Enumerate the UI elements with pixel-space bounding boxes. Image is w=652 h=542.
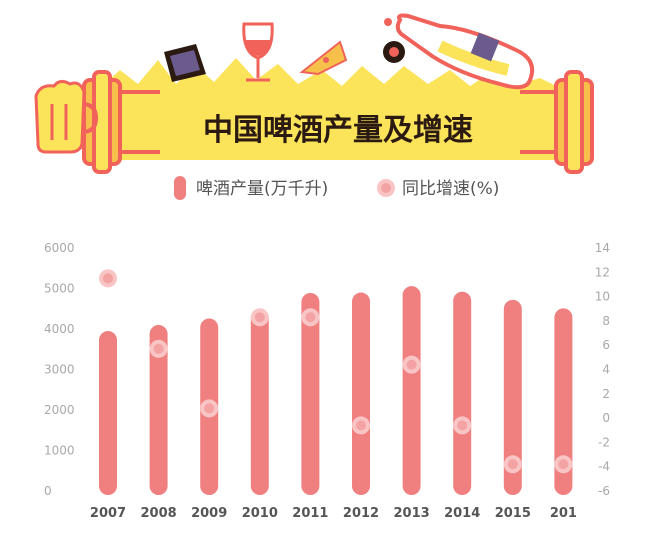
growth-point-core bbox=[356, 420, 366, 431]
bar-2014 bbox=[453, 291, 472, 495]
x-axis-tick: 2010 bbox=[242, 506, 278, 521]
left-axis-tick: 3000 bbox=[44, 363, 75, 377]
right-axis-tick: 6 bbox=[602, 338, 610, 352]
growth-point-2008 bbox=[149, 339, 168, 358]
banner-title: 中国啤酒产量及增速 bbox=[203, 113, 473, 148]
right-axis-tick: 2 bbox=[602, 387, 610, 401]
growth-point-2015 bbox=[503, 455, 522, 474]
right-axis-tick: -6 bbox=[598, 484, 610, 498]
left-axis-tick: 5000 bbox=[44, 282, 75, 296]
x-axis-tick: 2013 bbox=[394, 506, 430, 521]
x-axis-tick: 201 bbox=[550, 506, 577, 521]
growth-series bbox=[99, 269, 573, 474]
bottle-cap-icon bbox=[383, 41, 405, 63]
right-axis-tick: -4 bbox=[598, 460, 610, 474]
growth-point-2012 bbox=[352, 416, 370, 435]
legend-point-label: 同比增速(%) bbox=[402, 179, 499, 199]
bar-2011 bbox=[301, 292, 320, 495]
growth-point-core bbox=[103, 273, 113, 284]
left-axis: 0 1000 2000 3000 4000 5000 6000 bbox=[44, 241, 75, 498]
bar-series bbox=[99, 286, 573, 495]
right-axis: -6 -4 -2 0 2 4 6 8 10 12 14 bbox=[595, 241, 610, 498]
banner-left-scroll bbox=[82, 70, 160, 174]
bar-2012 bbox=[352, 292, 370, 495]
right-axis-tick: 12 bbox=[595, 265, 610, 279]
growth-point-2007 bbox=[99, 269, 117, 288]
growth-point-core bbox=[204, 403, 215, 414]
x-axis-tick: 2007 bbox=[90, 506, 126, 521]
right-axis-tick: 10 bbox=[595, 290, 610, 304]
growth-point-core bbox=[153, 343, 164, 354]
left-axis-tick: 4000 bbox=[44, 322, 75, 336]
right-axis-tick: 4 bbox=[602, 363, 610, 377]
growth-point-core bbox=[406, 359, 417, 370]
growth-point-2009 bbox=[200, 399, 219, 418]
bar-2007 bbox=[99, 331, 117, 495]
x-axis-tick: 2008 bbox=[141, 506, 177, 521]
legend-bar-label: 啤酒产量(万千升) bbox=[196, 179, 328, 199]
legend-bar-swatch bbox=[174, 176, 186, 200]
right-axis-tick: -2 bbox=[598, 435, 610, 449]
bar-2016 bbox=[554, 308, 573, 495]
growth-point-2014 bbox=[453, 416, 472, 435]
left-axis-tick: 0 bbox=[44, 484, 52, 498]
left-axis-tick: 6000 bbox=[44, 241, 75, 255]
banner: 中国啤酒产量及增速 bbox=[34, 13, 594, 174]
bar-2013 bbox=[402, 286, 421, 495]
bar-2010 bbox=[250, 309, 269, 495]
growth-point-2013 bbox=[402, 355, 421, 374]
banner-right-scroll bbox=[520, 70, 594, 174]
right-axis-tick: 14 bbox=[595, 241, 610, 255]
left-axis-tick: 2000 bbox=[44, 403, 75, 417]
x-axis-tick: 2015 bbox=[495, 506, 531, 521]
x-axis-tick: 2009 bbox=[191, 506, 227, 521]
growth-point-2011 bbox=[301, 308, 320, 327]
beer-bottle-icon bbox=[384, 13, 535, 90]
bar-2008 bbox=[149, 324, 168, 495]
growth-point-core bbox=[507, 459, 518, 470]
cheese-icon bbox=[299, 40, 348, 76]
growth-point-core bbox=[254, 312, 265, 323]
legend: 啤酒产量(万千升) 同比增速(%) bbox=[174, 176, 499, 200]
left-axis-tick: 1000 bbox=[44, 444, 75, 458]
growth-point-core bbox=[457, 420, 468, 431]
x-axis: 2007 2008 2009 2010 2011 2012 2013 2014 2015 201 bbox=[90, 506, 577, 521]
right-axis-tick: 8 bbox=[602, 314, 610, 328]
x-axis-tick: 2014 bbox=[444, 506, 480, 521]
growth-point-2010 bbox=[250, 308, 269, 327]
right-axis-tick: 0 bbox=[602, 411, 610, 425]
legend-point-swatch bbox=[377, 179, 395, 197]
growth-point-core bbox=[305, 312, 316, 323]
x-axis-tick: 2012 bbox=[343, 506, 379, 521]
growth-point-2016 bbox=[554, 455, 573, 474]
growth-point-core bbox=[558, 459, 569, 470]
bar-2015 bbox=[503, 299, 522, 495]
phone-icon bbox=[164, 44, 206, 82]
wine-glass-icon bbox=[242, 22, 274, 82]
x-axis-tick: 2011 bbox=[292, 506, 328, 521]
beer-mug-icon bbox=[34, 79, 99, 154]
